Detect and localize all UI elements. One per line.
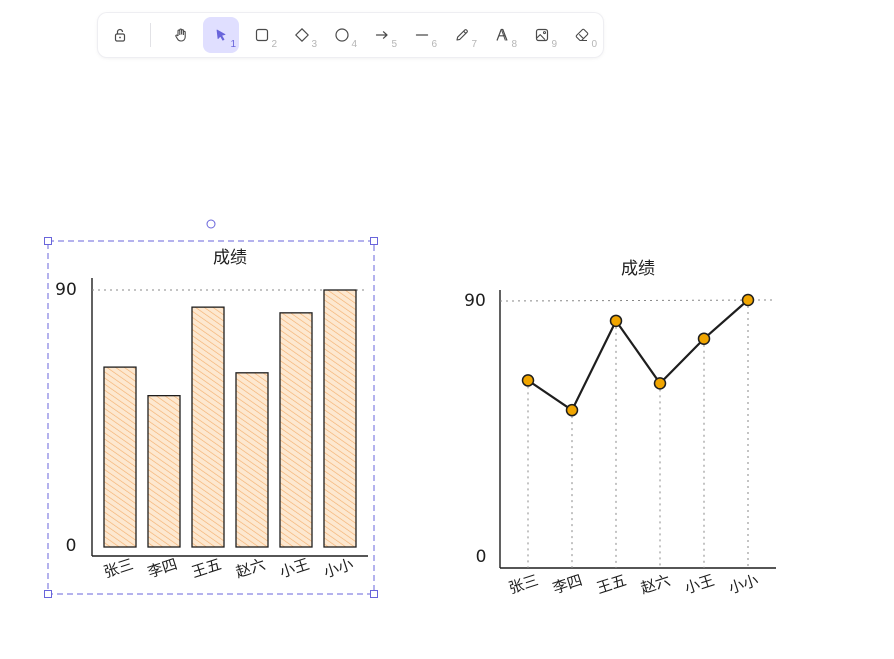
text-shortcut: 8 [511, 39, 517, 50]
diamond-tool-button[interactable]: 3 [284, 17, 320, 53]
bar-category-label: 小王 [277, 555, 311, 581]
diamond-icon [295, 28, 309, 42]
bar-ytick-zero: 0 [66, 536, 77, 556]
arrow-tool-button[interactable]: 5 [364, 17, 400, 53]
bar-1 [147, 395, 181, 548]
image-tool-button[interactable]: 9 [524, 17, 560, 53]
line-category-label: 王五 [594, 571, 628, 597]
line-point-1 [565, 403, 579, 417]
line-category-label: 李四 [550, 571, 584, 597]
line-point-4 [697, 332, 711, 345]
selection-tool-button[interactable]: 1 [203, 17, 239, 53]
selection-frame[interactable] [44, 219, 378, 598]
rectangle-icon [255, 28, 269, 42]
arrow-shortcut: 5 [391, 39, 397, 50]
main-toolbar: 1 2 3 4 5 6 7 [98, 13, 603, 57]
bar-2 [191, 306, 225, 548]
ellipse-icon [335, 28, 349, 42]
rotation-handle[interactable] [206, 219, 216, 229]
line-chart-title: 成绩 [621, 259, 655, 279]
selection-shortcut: 1 [230, 39, 236, 50]
bar-chart-title: 成绩 [213, 248, 247, 268]
line-point-5 [741, 293, 755, 307]
line-tool-button[interactable]: 6 [404, 17, 440, 53]
line-category-label: 赵六 [638, 571, 672, 597]
line-ytick-zero: 0 [476, 547, 487, 567]
bar-5 [323, 289, 357, 548]
resize-handle-se[interactable] [370, 590, 378, 598]
resize-handle-ne[interactable] [370, 237, 378, 245]
bar-category-label: 张三 [101, 555, 135, 581]
line-max-line [499, 299, 776, 302]
line-category-label: 张三 [506, 571, 540, 597]
image-shortcut: 9 [551, 39, 557, 50]
line-shortcut: 6 [431, 39, 437, 50]
ellipse-tool-button[interactable]: 4 [324, 17, 360, 53]
line-icon [415, 34, 429, 36]
line-series [527, 299, 749, 412]
hand-icon [175, 28, 186, 42]
resize-handle-sw[interactable] [44, 590, 52, 598]
bar-chart[interactable]: 成绩 90 0 张三 李四 王五 赵六 小王 小小 [55, 248, 368, 581]
pencil-icon [456, 29, 468, 41]
diamond-shortcut: 3 [311, 39, 317, 50]
bar-4 [279, 312, 313, 548]
image-icon [535, 28, 549, 42]
rectangle-shortcut: 2 [271, 39, 277, 50]
bar-category-label: 王五 [189, 555, 223, 581]
rectangle-tool-button[interactable]: 2 [244, 17, 280, 53]
eraser-tool-button[interactable]: 0 [564, 17, 600, 53]
arrow-right-icon [375, 31, 388, 39]
line-point-2 [609, 314, 623, 328]
toolbar-divider [150, 23, 151, 47]
eraser-icon [575, 28, 589, 42]
bar-3 [235, 372, 269, 548]
lock-tool-button[interactable] [102, 17, 138, 53]
bar-0 [103, 366, 137, 548]
bar-category-label: 赵六 [233, 555, 267, 581]
pointer-icon [216, 29, 226, 41]
line-point-3 [653, 377, 667, 390]
line-point-0 [521, 374, 535, 387]
hand-tool-button[interactable] [163, 17, 199, 53]
text-tool-button[interactable]: 8 [484, 17, 520, 53]
resize-handle-nw[interactable] [44, 237, 52, 245]
line-category-label: 小王 [682, 571, 716, 597]
text-icon [496, 28, 508, 41]
bar-category-label: 小小 [321, 555, 355, 581]
bar-ytick-max: 90 [55, 280, 77, 300]
line-chart[interactable]: 成绩 90 0 张三 李四 王五 赵六 小王 小小 [464, 259, 776, 597]
ellipse-shortcut: 4 [351, 39, 357, 50]
eraser-shortcut: 0 [591, 39, 597, 50]
line-category-label: 小小 [726, 571, 760, 597]
draw-shortcut: 7 [471, 39, 477, 50]
unlock-icon [114, 28, 126, 42]
line-ytick-max: 90 [464, 291, 486, 311]
draw-tool-button[interactable]: 7 [444, 17, 480, 53]
bar-category-label: 李四 [145, 555, 179, 581]
